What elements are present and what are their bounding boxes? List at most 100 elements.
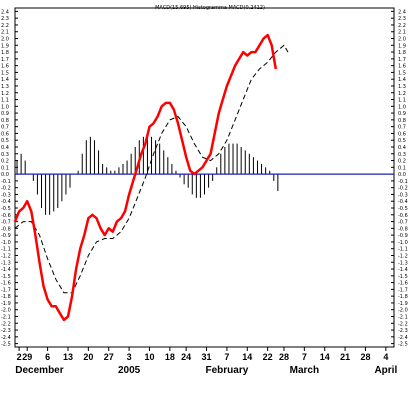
y-tick-label-left: 2.1 [1,30,9,36]
y-tick-label-left: 2.0 [1,37,9,43]
y-tick-label-right: -2.3 [398,328,408,334]
y-tick-label-right: 1.0 [398,104,406,110]
x-tick-label: 28 [360,352,370,362]
x-tick-label: 27 [104,352,114,362]
y-tick-label-left: 0.6 [1,131,9,137]
y-tick-label-left: 0.5 [1,138,9,144]
x-tick-label: 31 [202,352,212,362]
y-tick-label-left: -1.2 [1,253,11,259]
x-axis-ticks: 2 29 6 13 20 27 3 10 18 24 31 7 14 22 28 7 14 21 28 4 [17,347,388,362]
y-tick-label-left: 2.4 [1,9,9,15]
x-tick-label: 24 [181,352,191,362]
y-tick-label-left: -0.9 [1,233,11,239]
y-tick-label-left: -0.6 [1,213,11,219]
y-tick-label-left: 1.8 [1,50,9,56]
y-tick-label-left: -0.8 [1,226,11,232]
y-tick-label-left: -2.0 [1,308,11,314]
x-tick-label: 7 [302,352,307,362]
y-tick-label-left: -0.5 [1,206,11,212]
y-tick-label-right: -0.2 [398,186,408,192]
y-tick-label-left: -2.1 [1,314,11,320]
y-tick-label-right: 2.4 [398,9,406,15]
y-tick-label-right: 1.9 [398,43,406,49]
y-tick-label-left: 2.2 [1,23,9,29]
month-label: December [15,365,63,376]
month-label: March [290,365,319,376]
y-tick-label-right: -1.8 [398,294,408,300]
y-tick-label-right: -0.7 [398,220,408,226]
y-tick-label-right: 1.7 [398,57,406,63]
macd-line [13,33,278,322]
y-tick-label-left: 0.7 [1,125,9,131]
y-tick-label-right: -2.4 [398,335,408,341]
y-tick-label-right: -2.1 [398,314,408,320]
y-tick-label-left: 1.0 [1,104,9,110]
plot-frame [14,7,395,348]
y-tick-label-left: -0.3 [1,192,11,198]
y-tick-label-right: -0.6 [398,213,408,219]
y-tick-label-right: -1.0 [398,240,408,246]
y-tick-label-right: 0.0 [398,172,406,178]
month-label: 2005 [118,365,141,376]
signal-line [14,44,289,294]
y-tick-label-left: 1.9 [1,43,9,49]
y-tick-label-right: 0.3 [398,152,406,158]
histogram [16,133,279,215]
x-tick-label: 14 [320,352,330,362]
y-tick-label-right: -0.5 [398,206,408,212]
y-tick-label-left: -1.8 [1,294,11,300]
y-tick-label-left: -2.3 [1,328,11,334]
y-tick-label-left: 0.3 [1,152,9,158]
x-tick-label: 3 [127,352,132,362]
y-tick-label-right: 0.8 [398,118,406,124]
y-tick-label-right: 1.8 [398,50,406,56]
x-tick-label: 4 [383,352,388,362]
y-tick-label-left: -0.2 [1,186,11,192]
y-tick-label-left: -1.9 [1,301,11,307]
y-axis-ticks: 2.4 2.42.3 2.32.2 2.22.1 2.12.0 2.01.9 1.91.8 1… [1,9,408,347]
y-tick-label-right: 1.1 [398,98,406,104]
x-tick-label: 21 [340,352,350,362]
y-tick-label-left: 1.2 [1,91,9,97]
y-tick-label-left: 1.4 [1,77,9,83]
y-tick-label-right: -1.6 [398,281,408,287]
y-tick-label-left: -0.1 [1,179,11,185]
y-tick-label-right: -2.2 [398,321,408,327]
y-tick-label-left: -0.4 [1,199,11,205]
y-tick-label-left: -0.7 [1,220,11,226]
month-labels: December 2005 February March April [15,365,397,376]
y-tick-label-right: -1.2 [398,253,408,259]
y-tick-label-right: 1.3 [398,84,406,90]
x-tick-label: 10 [144,352,154,362]
y-tick-label-right: 1.6 [398,64,406,70]
y-tick-label-left: -1.0 [1,240,11,246]
y-tick-label-right: -0.8 [398,226,408,232]
y-tick-label-left: -1.1 [1,247,11,253]
y-tick-label-left: -2.5 [1,342,11,348]
y-tick-label-right: -1.5 [398,274,408,280]
y-tick-label-left: 1.6 [1,64,9,70]
y-tick-label-right: 2.0 [398,37,406,43]
y-tick-label-left: 0.4 [1,145,9,151]
y-tick-label-right: 0.5 [398,138,406,144]
y-tick-label-right: -2.0 [398,308,408,314]
y-tick-label-left: -1.4 [1,267,11,273]
y-tick-label-right: -2.5 [398,342,408,348]
y-tick-label-left: 1.1 [1,98,9,104]
y-tick-label-right: -0.9 [398,233,408,239]
y-tick-label-left: 2.3 [1,16,9,22]
x-tick-label: 20 [83,352,93,362]
month-label: February [206,365,249,376]
y-tick-label-right: 2.1 [398,30,406,36]
y-tick-label-right: 0.7 [398,125,406,131]
month-label: April [374,365,397,376]
y-tick-label-right: -0.4 [398,199,408,205]
y-tick-label-left: -2.4 [1,335,11,341]
y-tick-label-left: 0.9 [1,111,9,117]
x-tick-label: 13 [63,352,73,362]
y-tick-label-left: -1.3 [1,260,11,266]
x-tick-label: 2 [17,352,22,362]
y-tick-label-right: 0.2 [398,159,406,165]
y-tick-label-right: -1.3 [398,260,408,266]
y-tick-label-right: 2.3 [398,16,406,22]
